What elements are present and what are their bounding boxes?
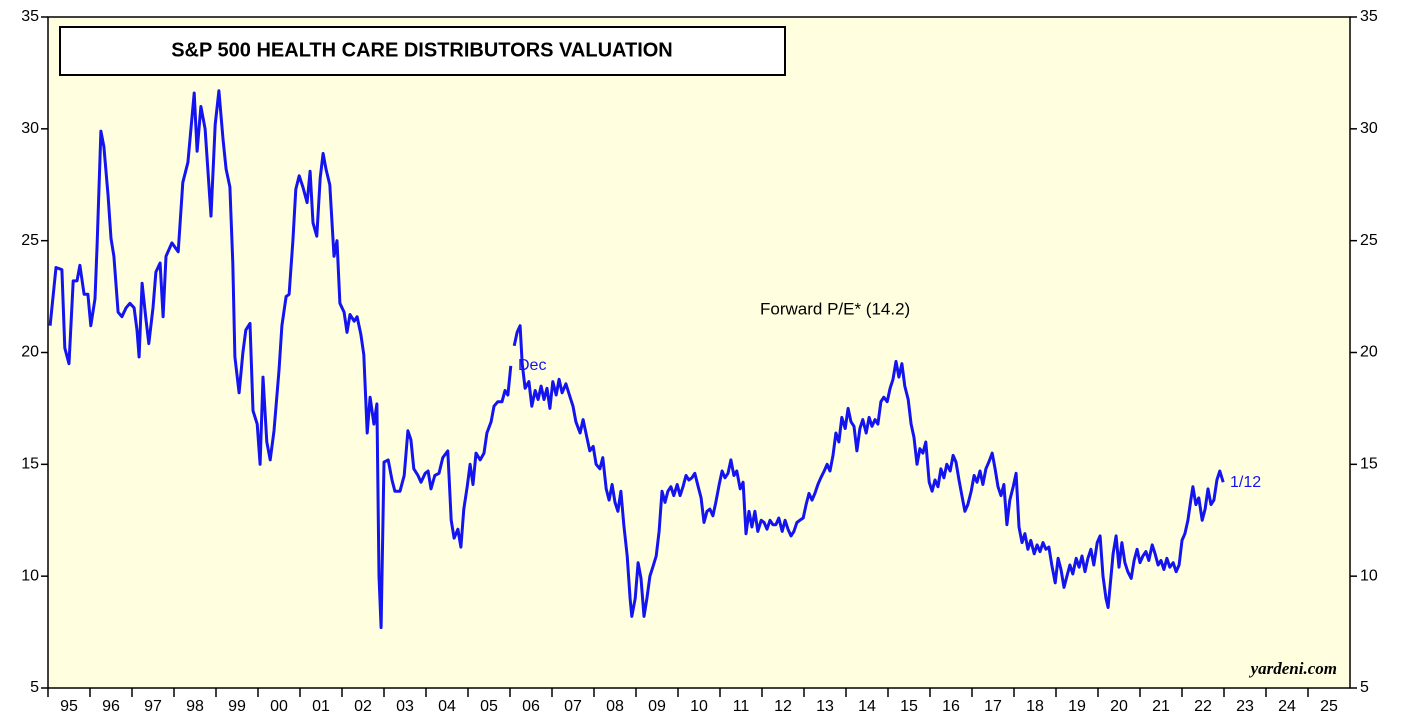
x-tick-label: 17 xyxy=(984,698,1002,715)
x-tick-label: 25 xyxy=(1320,698,1338,715)
x-tick-label: 07 xyxy=(564,698,582,715)
y2-tick-label: 15 xyxy=(1360,456,1378,473)
x-tick-label: 11 xyxy=(733,698,750,715)
x-tick-label: 99 xyxy=(228,698,246,715)
x-tick-label: 00 xyxy=(270,698,288,715)
x-tick-label: 09 xyxy=(648,698,666,715)
x-tick-label: 22 xyxy=(1194,698,1212,715)
series-label: Forward P/E* (14.2) xyxy=(760,299,910,318)
x-tick-label: 04 xyxy=(438,698,456,715)
x-tick-label: 20 xyxy=(1110,698,1128,715)
title-box xyxy=(59,26,786,76)
x-tick-label: 16 xyxy=(942,698,960,715)
x-tick-label: 03 xyxy=(396,698,414,715)
x-tick-label: 12 xyxy=(774,698,792,715)
y2-tick-label: 20 xyxy=(1360,344,1378,361)
x-tick-label: 24 xyxy=(1278,698,1296,715)
last-label: 1/12 xyxy=(1230,474,1261,491)
y-tick-label: 20 xyxy=(21,344,39,361)
source: yardeni.com xyxy=(1249,659,1337,678)
chart-title: S&P 500 HEALTH CARE DISTRIBUTORS VALUATI… xyxy=(171,39,673,61)
x-tick-label: 18 xyxy=(1026,698,1044,715)
x-tick-label: 23 xyxy=(1236,698,1254,715)
y-tick-label: 5 xyxy=(30,679,39,696)
y2-tick-label: 25 xyxy=(1360,232,1378,249)
y2-tick-label: 35 xyxy=(1360,8,1378,25)
x-tick-label: 98 xyxy=(186,698,204,715)
y2-tick-label: 5 xyxy=(1360,679,1369,696)
x-tick-label: 10 xyxy=(690,698,708,715)
x-tick-label: 97 xyxy=(144,698,162,715)
x-tick-label: 06 xyxy=(522,698,540,715)
dec-label: Dec xyxy=(518,357,546,374)
x-tick-label: 08 xyxy=(606,698,624,715)
x-tick-label: 21 xyxy=(1152,698,1170,715)
y-tick-label: 10 xyxy=(21,567,39,584)
x-tick-label: 01 xyxy=(312,698,330,715)
y2-tick-label: 10 xyxy=(1360,567,1378,584)
x-tick-label: 14 xyxy=(858,698,876,715)
x-tick-label: 95 xyxy=(60,698,78,715)
x-tick-label: 13 xyxy=(816,698,834,715)
x-tick-label: 19 xyxy=(1068,698,1086,715)
y-tick-label: 25 xyxy=(21,232,39,249)
x-tick-label: 15 xyxy=(900,698,918,715)
y-tick-label: 30 xyxy=(21,120,39,137)
y2-tick-label: 30 xyxy=(1360,120,1378,137)
x-tick-label: 05 xyxy=(480,698,498,715)
line xyxy=(48,89,1225,630)
y-tick-label: 15 xyxy=(21,456,39,473)
x-tick-label: 02 xyxy=(354,698,372,715)
x-tick-label: 96 xyxy=(102,698,120,715)
y-tick-label: 35 xyxy=(21,8,39,25)
